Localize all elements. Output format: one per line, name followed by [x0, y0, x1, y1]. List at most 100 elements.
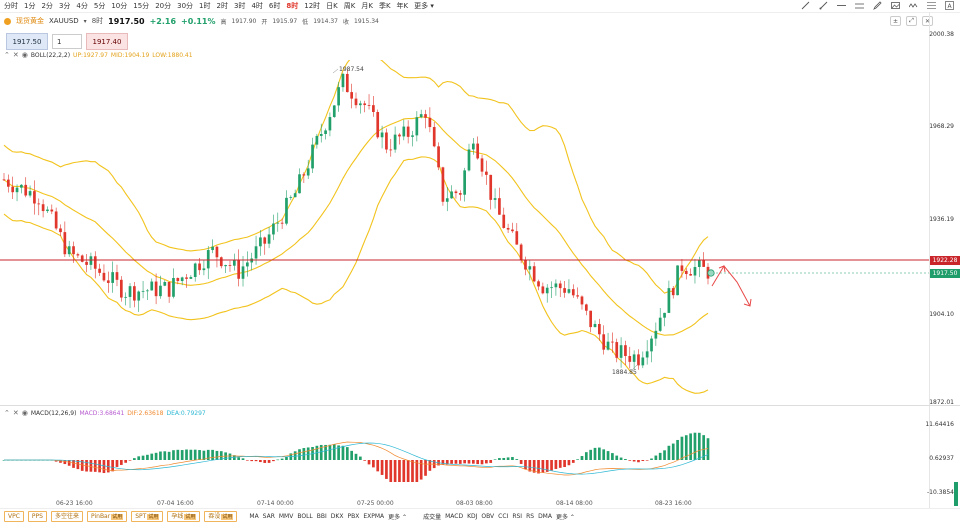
sub-indicator-4[interactable]: CCI — [498, 513, 509, 520]
timeframe-0[interactable]: 分时 — [4, 2, 18, 10]
pen-icon[interactable] — [873, 1, 882, 10]
timeframe-9[interactable]: 30分 — [177, 2, 194, 10]
close-icon[interactable]: ✕ — [12, 51, 19, 59]
main-indicator-2[interactable]: MMV — [278, 513, 294, 520]
visibility-icon[interactable]: ◉ — [21, 409, 28, 417]
sub-indicator-0[interactable]: 成交量 — [423, 514, 442, 521]
macd-bar — [524, 460, 527, 470]
indicator-pro-0[interactable]: VPC — [4, 511, 24, 522]
macd-bar — [528, 460, 532, 472]
buy-price-button[interactable]: 1917.50 — [6, 33, 48, 50]
candlestick-chart[interactable]: 1987.54 1884.85 — [0, 60, 930, 405]
candle-body — [106, 280, 110, 283]
timeframe-10[interactable]: 1时 — [199, 2, 211, 10]
wave-icon[interactable] — [909, 1, 918, 10]
timeframe-6[interactable]: 10分 — [111, 2, 128, 10]
text-icon[interactable]: A — [945, 1, 954, 10]
sub-indicator-8[interactable]: 更多 ⌃ — [555, 514, 575, 521]
candle-body — [684, 270, 688, 275]
resize-icon[interactable]: ⤢ — [906, 16, 917, 26]
ray-line-icon[interactable] — [819, 1, 828, 10]
timeframe-20[interactable]: 季K — [378, 2, 391, 10]
macd-bar — [498, 458, 501, 460]
timeframe-16[interactable]: 12时 — [304, 2, 321, 10]
indicator-pro-3[interactable]: PinBar 试用 — [86, 511, 128, 522]
timeframe-2[interactable]: 2分 — [41, 2, 53, 10]
collapse-icon[interactable]: ⌃ — [4, 51, 10, 59]
image-icon[interactable] — [891, 1, 900, 10]
sell-price-button[interactable]: 1917.40 — [86, 33, 128, 50]
candle-body — [163, 282, 167, 286]
macd-bar — [332, 444, 336, 460]
sub-indicator-7[interactable]: DMA — [538, 513, 552, 520]
timeframe-14[interactable]: 6时 — [268, 2, 281, 10]
buy-sell-icon[interactable]: ± — [890, 16, 901, 26]
horizontal-line-icon[interactable] — [837, 1, 846, 10]
timeframe-5[interactable]: 5分 — [93, 2, 106, 10]
indicator-pro-2[interactable]: 多空往来 — [50, 511, 83, 522]
candle-body — [89, 256, 93, 265]
timeframe-17[interactable]: 日K — [326, 2, 338, 10]
sub-indicator-1[interactable]: MACD — [445, 513, 464, 520]
timeframe-19[interactable]: 月K — [361, 2, 373, 10]
collapse-icon[interactable]: ⌃ — [4, 409, 10, 417]
sub-indicator-5[interactable]: RSI — [512, 513, 523, 520]
sub-indicator-3[interactable]: OBV — [481, 513, 495, 520]
timeframe-7[interactable]: 15分 — [133, 2, 150, 10]
macd-bar — [624, 459, 627, 460]
candle-body — [637, 354, 640, 366]
visibility-icon[interactable]: ◉ — [21, 51, 28, 59]
timeframe-15[interactable]: 8时 — [286, 2, 299, 10]
indicator-pro-4[interactable]: SPT 试用 — [131, 511, 164, 522]
indicator-pro-5[interactable]: 孕线 试用 — [167, 511, 201, 522]
candle-body — [567, 289, 571, 293]
macd-bar — [246, 460, 249, 461]
parallel-channel-icon[interactable] — [855, 1, 864, 10]
timeframe-21[interactable]: 年K — [396, 2, 409, 10]
main-indicator-6[interactable]: PBX — [347, 513, 360, 520]
main-indicator-1[interactable]: SAR — [262, 513, 275, 520]
timeframe-4[interactable]: 4分 — [76, 2, 88, 10]
candle-body — [367, 105, 371, 106]
macd-bar — [350, 450, 354, 460]
indicator-pro-6[interactable]: 吞没 试用 — [204, 511, 238, 522]
instrument-code[interactable]: XAUUSD — [49, 17, 79, 25]
macd-bar — [697, 432, 701, 460]
timeframe-22[interactable]: 更多 ▾ — [414, 2, 434, 10]
macd-bar — [93, 460, 97, 472]
main-indicator-7[interactable]: EXPMA — [363, 513, 385, 520]
macd-bar — [676, 439, 679, 460]
timeframe-1[interactable]: 1分 — [24, 2, 36, 10]
main-indicator-8[interactable]: 更多 ⌃ — [388, 514, 408, 521]
timeframe-11[interactable]: 2时 — [216, 2, 228, 10]
macd-chart[interactable] — [0, 418, 930, 500]
instrument-interval[interactable]: 8时 — [91, 17, 104, 25]
main-indicator-5[interactable]: DKX — [330, 513, 344, 520]
candle-body — [6, 179, 10, 187]
dropdown-chevron-icon[interactable]: ▾ — [83, 17, 87, 25]
sub-indicator-2[interactable]: KDJ — [467, 513, 478, 520]
price-axis-label: 1936.19 — [929, 216, 954, 223]
indicator-pro-1[interactable]: PPS — [27, 511, 47, 522]
close-icon[interactable]: ✕ — [12, 409, 19, 417]
candle-body — [493, 198, 497, 200]
instrument-name[interactable]: 现货黄金 — [16, 17, 44, 25]
timeframe-12[interactable]: 3时 — [233, 2, 246, 10]
timeframe-8[interactable]: 20分 — [155, 2, 172, 10]
main-indicator-0[interactable]: MA — [249, 513, 259, 520]
timeframe-13[interactable]: 4时 — [251, 2, 263, 10]
fibonacci-icon[interactable] — [927, 1, 936, 10]
arrow-line-icon[interactable] — [801, 1, 810, 10]
sub-indicator-6[interactable]: RS — [526, 513, 535, 520]
close-icon[interactable]: ✕ — [922, 16, 933, 26]
candle-body — [319, 133, 323, 136]
candle-body — [598, 323, 601, 335]
main-indicator-4[interactable]: BBI — [316, 513, 327, 520]
candle-body — [515, 231, 519, 245]
timeframe-18[interactable]: 周K — [343, 2, 356, 10]
macd-bar — [628, 460, 632, 461]
timeframe-3[interactable]: 3分 — [58, 2, 71, 10]
quantity-input[interactable]: 1 — [52, 34, 82, 49]
macd-bar — [206, 449, 210, 460]
main-indicator-3[interactable]: BOLL — [297, 513, 313, 520]
